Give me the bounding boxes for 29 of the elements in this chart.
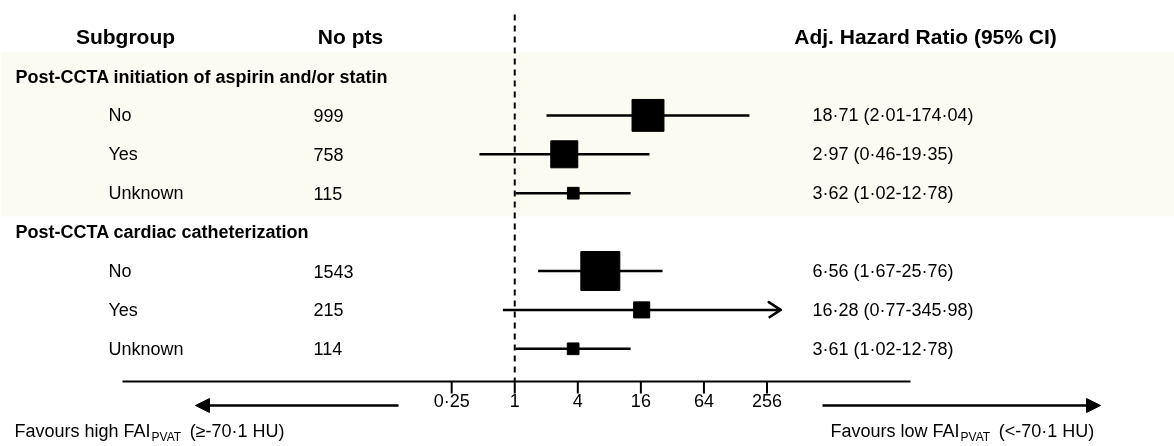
y-tick-label: Unknown (108, 183, 184, 204)
y-tick-label: No (108, 105, 132, 126)
x-tick-label: 0·25 (433, 390, 470, 411)
y-tick-label: Unknown (108, 338, 184, 359)
y2-axis-title: No pts (317, 25, 384, 48)
x-tick-label: 4 (572, 391, 583, 411)
y2-tick-label: 1543 (313, 261, 354, 282)
annotation: 2·97 (0·46-19·35) (812, 144, 954, 165)
y2-tick-label: 999 (313, 105, 344, 126)
y-tick-label: Post-CCTA cardiac catheterization (15, 222, 309, 243)
annotation: 18·71 (2·01-174·04) (812, 105, 974, 126)
y2-tick-label: 115 (313, 183, 343, 204)
x-tick-label: 256 (751, 391, 783, 411)
y2-tick-label: 114 (313, 339, 343, 360)
y-tick-label: No (108, 261, 132, 281)
y-axis-title: Subgroup (75, 25, 176, 48)
annotation: 6·56 (1·67-25·76) (812, 261, 954, 281)
y2-tick-label: 758 (313, 144, 344, 165)
y-tick-label: Post-CCTA initiation of aspirin and/or statin (15, 66, 388, 87)
y2-tick-label: 215 (313, 300, 344, 321)
x-tick-label: 64 (693, 391, 714, 411)
x-tick-label: 16 (630, 391, 651, 411)
y-tick-label: Yes (108, 144, 138, 165)
annotation: 3·61 (1·02-12·78) (812, 338, 954, 359)
annotation: 3·62 (1·02-12·78) (812, 183, 954, 204)
annotation: 16·28 (0·77-345·98) (812, 299, 974, 320)
text: Adj. Hazard Ratio (95% CI) (794, 25, 1057, 48)
x-tick-label: 1 (509, 391, 520, 411)
y-tick-label: Yes (108, 299, 138, 320)
